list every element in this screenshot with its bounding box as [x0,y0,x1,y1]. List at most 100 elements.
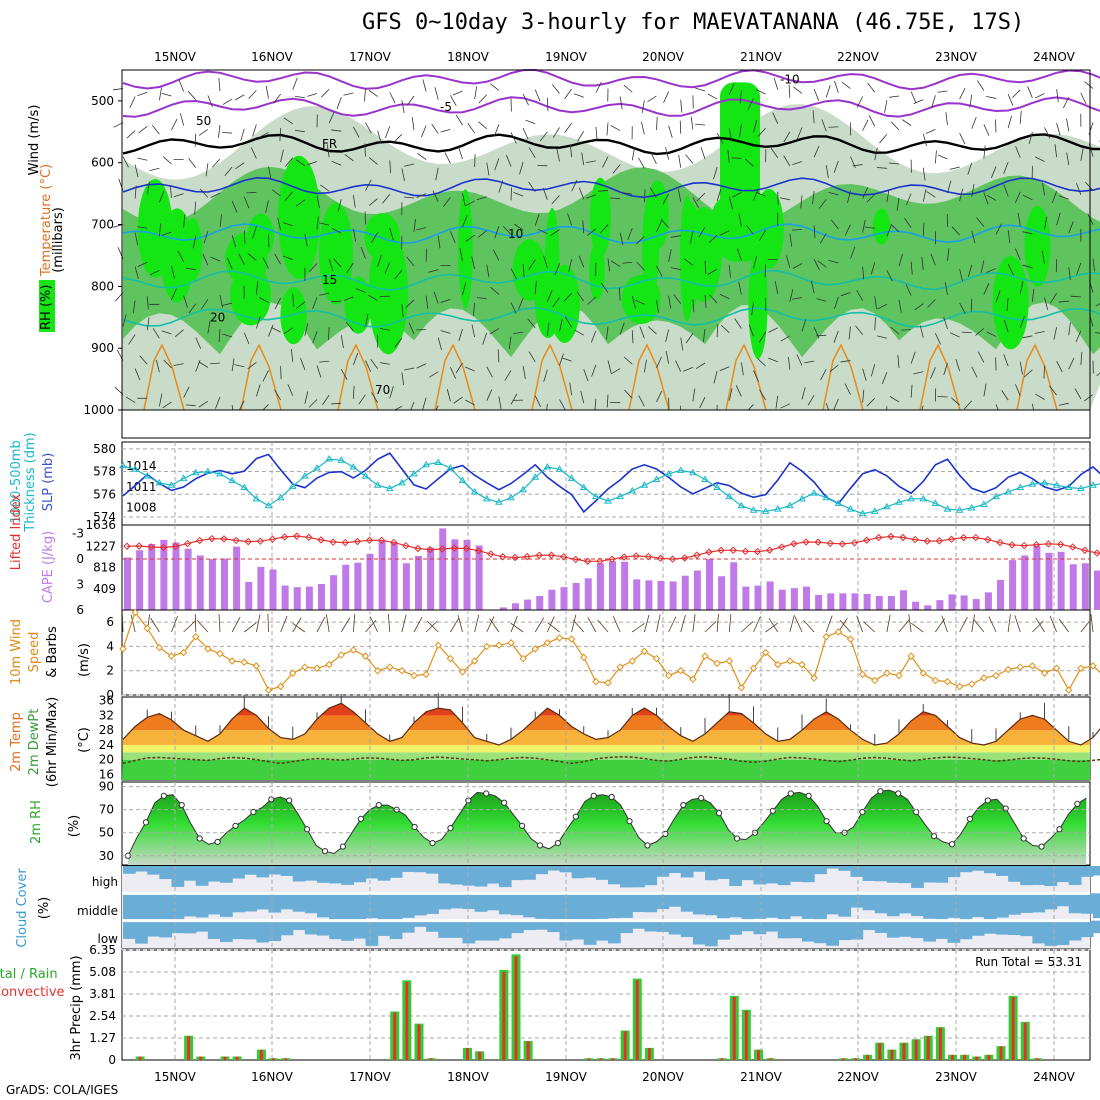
cape-tick-label: 818 [93,561,116,575]
date-label-top: 24NOV [1033,50,1075,64]
cloud-cell [680,920,694,938]
cloud-cell [329,920,342,940]
ylabel-thickness-b: Thickness (dm) [23,432,38,532]
rh-marker [1038,843,1045,850]
ylabel-lifted-text: Lifted Index [9,493,24,570]
wind-barb [886,224,892,237]
wind-barb [910,384,913,398]
cloud-cell [826,893,839,915]
wind-barb [789,289,794,302]
wind-barb [703,328,706,342]
wind-barb [365,122,372,134]
date-label-top: 15NOV [154,50,196,64]
temp-contour-label: 20 [210,310,225,324]
cape-bar [948,594,956,610]
wind-barb [422,79,427,92]
wind-barb [434,87,439,100]
wind-barb [969,94,973,108]
cape-bar [390,542,398,610]
wind-barb [886,189,890,203]
precip-convective-bar [744,1010,748,1060]
wind-barb [185,404,196,407]
wind-barb-10m [244,622,257,633]
temp-contour-warm [240,343,282,411]
wind-barb [389,386,394,399]
precip-convective-bar [951,1054,954,1060]
cloud-cell [292,893,306,912]
wind-barb [224,166,233,177]
wind-barb [759,331,766,343]
lifted-marker [1093,549,1100,557]
cloud-cell [692,893,706,915]
lifted-marker [984,535,992,544]
precip-convective-bar [999,1046,1003,1060]
wind-barb [581,152,585,166]
temp-contour-warm [143,343,185,411]
wind-barb-10m [150,617,160,633]
wind-barb [980,260,985,273]
wind-barb [534,395,541,407]
rh-high-blob [549,264,580,343]
cloud-cell [1068,893,1082,914]
wind-barb [210,256,221,262]
wind-barb [502,225,512,235]
cape-bar [766,581,774,610]
cloud-cell [438,866,451,884]
wind-barb [401,304,404,318]
wind-barb [905,193,912,206]
lifted-marker [353,537,362,546]
precip-convective-bar [405,981,409,1060]
wind-barb [792,263,803,269]
wind-barb [1015,384,1021,396]
rh-marker [662,830,669,837]
wind-barb [238,253,245,265]
wind-barb [930,367,936,379]
wind-barb [425,295,429,309]
wind-barb [435,167,439,181]
ylabel-cape: CAPE (J/kg) [41,531,56,603]
rh-high-blob [230,265,271,326]
cape-bar [815,594,823,610]
temp-contour [122,306,1100,328]
wind-barb [551,195,560,205]
wind-barb [344,154,354,162]
slp-tick-label: 1011 [126,480,157,494]
cloud-cell [680,866,694,878]
rh-marker [590,792,597,799]
lifted-marker [571,555,580,564]
wind-barb [816,334,827,337]
wind-barb [337,199,342,212]
wind-barb [922,167,926,181]
thickness-marker [955,506,964,513]
wind-barb [550,229,560,236]
wind-barb [265,200,269,213]
lifted-tick-label: 0 [76,552,84,566]
wind-marker [810,674,818,682]
wind-marker [677,667,685,675]
cloud-cell [862,920,876,931]
precip-convective-bar [235,1056,239,1060]
wind-barb [158,393,163,407]
rh-marker [304,826,311,833]
wind-barb [440,128,451,133]
wind-marker [349,646,358,654]
wind-marker [652,654,661,663]
cloud-cell [729,866,742,887]
wind-barb [543,369,548,383]
wind-marker [895,671,903,680]
wind-barb [866,193,876,203]
wind-barb [1007,115,1012,129]
rh-marker [823,818,830,825]
wind-barb [547,290,553,302]
cape-bar [827,593,835,610]
wind-barb [486,389,493,401]
cloud-cell [959,866,973,873]
wind-barb [937,396,948,398]
wind-barb [158,223,162,237]
lifted-marker [268,535,277,543]
wind-barb [514,223,524,231]
wind-barb [1003,184,1009,197]
wind-barb [813,327,820,339]
wind-barb [1007,93,1014,106]
cloud-cell [498,920,512,939]
